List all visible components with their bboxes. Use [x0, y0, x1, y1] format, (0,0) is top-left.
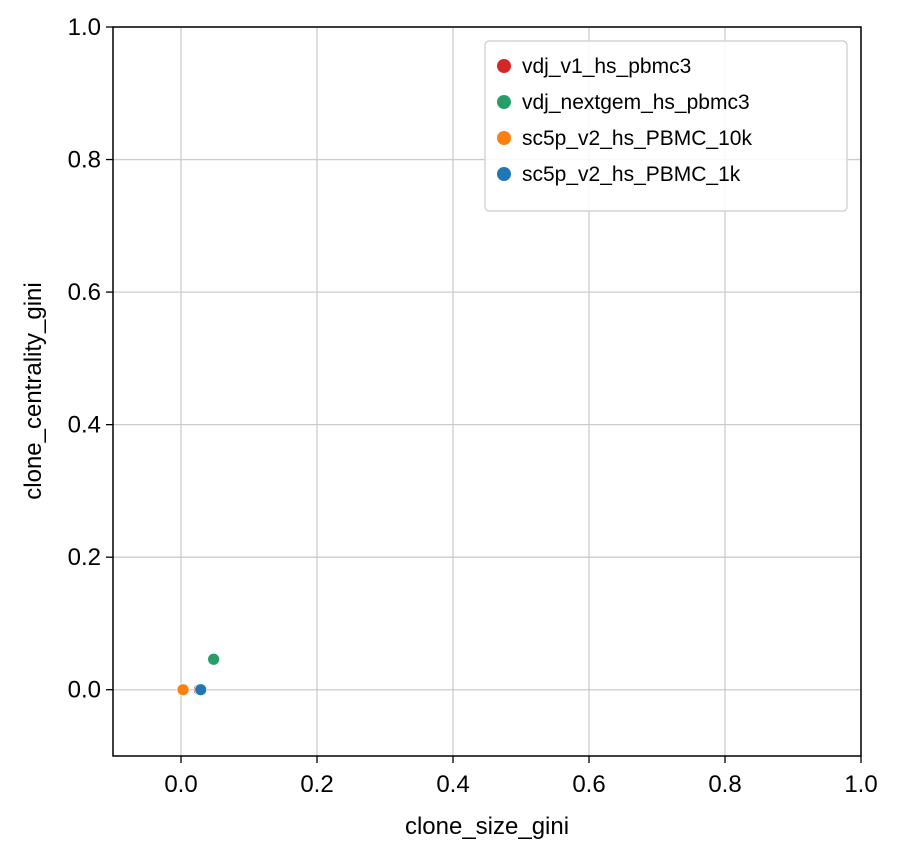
legend-marker [497, 167, 511, 181]
y-tick-label: 0.4 [68, 412, 101, 439]
legend-label: sc5p_v2_hs_PBMC_1k [522, 163, 741, 186]
y-tick-label: 0.0 [68, 677, 101, 704]
legend-label: vdj_v1_hs_pbmc3 [522, 55, 691, 78]
legend-marker [497, 59, 511, 73]
data-points [176, 652, 221, 697]
x-tick-label: 0.0 [164, 771, 197, 798]
legend-box [484, 40, 848, 212]
axis-ticks: 0.0 0.2 0.4 0.6 0.8 1.0 0.0 0.2 0.4 0.6 0.8 1.0 [68, 14, 878, 798]
data-point-vdj_nextgem_hs_pbmc3 [207, 652, 221, 666]
y-tick-label: 1.0 [68, 14, 101, 41]
x-tick-label: 1.0 [844, 771, 877, 798]
y-tick-label: 0.2 [68, 544, 101, 571]
data-point-sc5p_v2_hs_PBMC_1k [194, 683, 208, 697]
legend: vdj_v1_hs_pbmc3 vdj_nextgem_hs_pbmc3 sc5p_… [484, 40, 848, 212]
x-tick-label: 0.8 [708, 771, 741, 798]
legend-label: sc5p_v2_hs_PBMC_10k [522, 127, 752, 150]
legend-marker [497, 95, 511, 109]
y-tick-label: 0.6 [68, 279, 101, 306]
y-tick-label: 0.8 [68, 147, 101, 174]
x-tick-label: 0.4 [436, 771, 469, 798]
x-tick-label: 0.6 [572, 771, 605, 798]
plot-area-frame [112, 26, 862, 757]
legend-label: vdj_nextgem_hs_pbmc3 [522, 91, 750, 114]
data-point-sc5p_v2_hs_PBMC_10k [176, 683, 190, 697]
x-tick-label: 0.2 [300, 771, 333, 798]
x-axis-label: clone_size_gini [405, 813, 569, 840]
y-axis-label: clone_centrality_gini [20, 282, 47, 499]
legend-marker [497, 131, 511, 145]
